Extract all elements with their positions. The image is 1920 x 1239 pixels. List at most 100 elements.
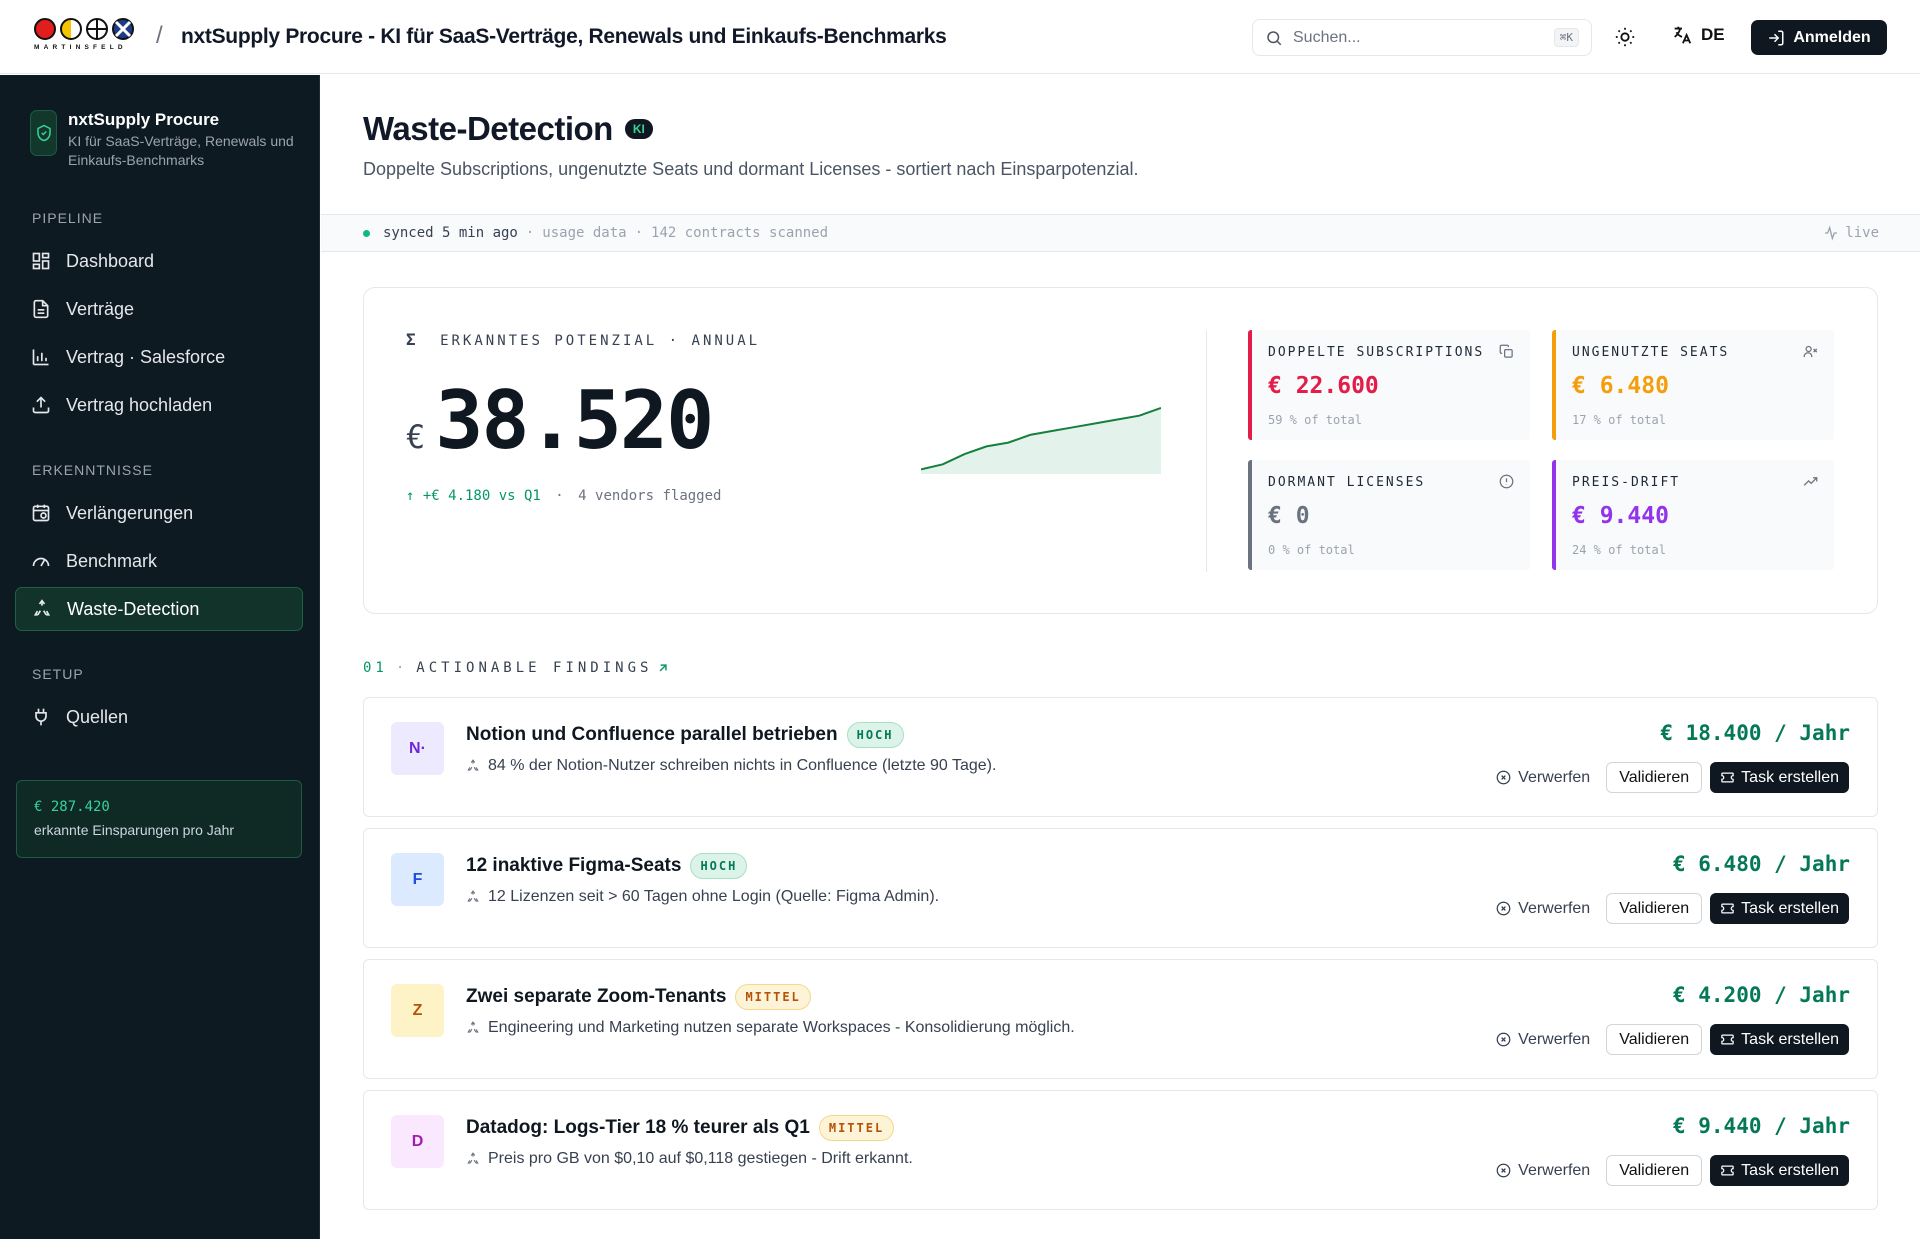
gauge-icon: [32, 557, 50, 567]
discard-button[interactable]: Verwerfen: [1496, 769, 1590, 787]
sync-status: synced 5 min ago: [383, 225, 518, 241]
logo-word: MARTINSFELD: [34, 44, 127, 51]
shield-icon: [30, 110, 57, 156]
discard-button[interactable]: Verwerfen: [1496, 1031, 1590, 1049]
finding-title: Zwei separate Zoom-Tenants: [466, 986, 727, 1007]
x-circle-icon: [1496, 1163, 1511, 1178]
finding-title: 12 inaktive Figma-Seats: [466, 855, 682, 876]
finding-description: Engineering und Marketing nutzen separat…: [488, 1019, 1075, 1036]
login-button[interactable]: Anmelden: [1751, 20, 1887, 55]
search-icon: [1267, 30, 1282, 45]
potential-value: € 38.520: [406, 374, 714, 467]
vendor-avatar: Z: [391, 984, 444, 1037]
theme-toggle-button[interactable]: [1614, 26, 1636, 53]
document-icon: [33, 299, 49, 319]
trend-up-icon: [1803, 477, 1818, 486]
ticket-icon: [1721, 1034, 1734, 1045]
sparkline-area: [921, 408, 1161, 474]
ticket-icon: [1721, 772, 1734, 783]
x-circle-icon: [1496, 1032, 1511, 1047]
sidebar-item-label: Waste-Detection: [67, 598, 200, 619]
sidebar-item-vertrag-salesforce[interactable]: Vertrag · Salesforce: [15, 335, 303, 379]
stat-doppelte-subscriptions: DOPPELTE SUBSCRIPTIONS € 22.600 59 % of …: [1248, 330, 1530, 440]
severity-badge: MITTEL: [735, 984, 811, 1010]
create-task-button[interactable]: Task erstellen: [1710, 1024, 1849, 1055]
ki-badge: KI: [624, 119, 653, 139]
sidebar-item-label: Vertrag hochladen: [66, 394, 213, 415]
sidebar-item-dashboard[interactable]: Dashboard: [15, 239, 303, 283]
finding-title: Notion und Confluence parallel betrieben: [466, 724, 838, 745]
dashboard-icon: [32, 252, 50, 270]
bar-chart-icon: [32, 349, 49, 366]
arrow-up-right-icon: [660, 664, 668, 672]
alert-circle-icon: [1499, 474, 1514, 489]
recycle-icon: [467, 890, 479, 902]
activity-icon: [1825, 225, 1838, 241]
brand-subtitle: KI für SaaS-Verträge, Renewals und Einka…: [68, 133, 294, 168]
finding-amount: € 9.440 / Jahr: [1672, 1114, 1850, 1138]
validate-button[interactable]: Validieren: [1606, 762, 1703, 793]
validate-button[interactable]: Validieren: [1606, 1024, 1703, 1055]
status-dot: [363, 229, 370, 237]
status-bar: synced 5 min ago · usage data · 142 cont…: [321, 214, 1920, 252]
user-x-icon: [1803, 345, 1818, 358]
sidebar-item-vertrag-hochladen[interactable]: Vertrag hochladen: [15, 383, 303, 427]
validate-button[interactable]: Validieren: [1606, 893, 1703, 924]
recycle-icon: [467, 759, 479, 771]
sidebar: nxtSupply Procure KI für SaaS-Verträge, …: [0, 75, 320, 1239]
sidebar-item-label: Verträge: [66, 298, 135, 319]
recycle-icon: [33, 599, 51, 616]
divider: [1206, 330, 1207, 572]
sun-icon: [1615, 27, 1635, 47]
language-label: DE: [1701, 25, 1725, 44]
stat-dormant-licenses: DORMANT LICENSES € 0 0 % of total: [1248, 460, 1530, 570]
app-title: nxtSupply Procure - KI für SaaS-Verträge…: [181, 25, 947, 48]
page-subtitle: Doppelte Subscriptions, ungenutzte Seats…: [363, 159, 1139, 179]
finding-description: 12 Lizenzen seit > 60 Tagen ohne Login (…: [488, 888, 940, 905]
x-circle-icon: [1496, 901, 1511, 916]
discard-button[interactable]: Verwerfen: [1496, 1162, 1590, 1180]
ticket-icon: [1721, 903, 1734, 914]
login-label: Anmelden: [1793, 28, 1871, 46]
trend-sparkline: [921, 407, 1161, 474]
create-task-button[interactable]: Task erstellen: [1710, 762, 1849, 793]
vendor-avatar: N·: [391, 722, 444, 775]
sidebar-item-waste-detection[interactable]: Waste-Detection: [15, 587, 303, 631]
stat-ungenutzte-seats: UNGENUTZTE SEATS € 6.480 17 % of total: [1552, 330, 1834, 440]
finding-card: F 12 inaktive Figma-Seats HOCH 12 Lizenz…: [363, 828, 1878, 948]
breadcrumb-separator: /: [156, 22, 163, 49]
main-content: Waste-Detection KI Doppelte Subscription…: [321, 75, 1920, 1239]
page-title: Waste-Detection: [363, 110, 613, 147]
plug-icon: [35, 708, 47, 726]
create-task-button[interactable]: Task erstellen: [1710, 1155, 1849, 1186]
search-input[interactable]: Suchen... ⌘K: [1252, 19, 1592, 56]
section-pipeline: PIPELINE: [32, 210, 104, 226]
finding-amount: € 18.400 / Jahr: [1660, 721, 1850, 745]
top-bar: MARTINSFELD / nxtSupply Procure - KI für…: [0, 0, 1920, 74]
live-indicator: live: [1823, 225, 1879, 241]
validate-button[interactable]: Validieren: [1606, 1155, 1703, 1186]
sidebar-item-label: Dashboard: [66, 250, 155, 271]
section-setup: SETUP: [32, 666, 84, 682]
finding-actions: Verwerfen Validieren Task erstellen: [1496, 893, 1849, 924]
sidebar-item-verlaengerungen[interactable]: Verlängerungen: [15, 491, 303, 535]
sidebar-item-benchmark[interactable]: Benchmark: [15, 539, 303, 583]
finding-card: Z Zwei separate Zoom-Tenants MITTEL Engi…: [363, 959, 1878, 1079]
language-switcher[interactable]: DE: [1671, 24, 1725, 46]
sparkline-line: [921, 407, 1161, 471]
search-shortcut: ⌘K: [1553, 28, 1579, 47]
create-task-button[interactable]: Task erstellen: [1710, 893, 1849, 924]
finding-amount: € 4.200 / Jahr: [1672, 983, 1850, 1007]
sidebar-item-vertraege[interactable]: Verträge: [15, 287, 303, 331]
sidebar-item-quellen[interactable]: Quellen: [15, 695, 303, 739]
sidebar-brand[interactable]: nxtSupply Procure KI für SaaS-Verträge, …: [30, 110, 298, 170]
finding-actions: Verwerfen Validieren Task erstellen: [1496, 1155, 1849, 1186]
logo[interactable]: MARTINSFELD: [34, 18, 138, 58]
discard-button[interactable]: Verwerfen: [1496, 900, 1590, 918]
data-source: usage data: [542, 225, 627, 241]
finding-title: Datadog: Logs-Tier 18 % teurer als Q1: [466, 1117, 810, 1138]
search-placeholder: Suchen...: [1293, 28, 1361, 46]
finding-actions: Verwerfen Validieren Task erstellen: [1496, 1024, 1849, 1055]
sidebar-item-label: Quellen: [66, 706, 129, 727]
savings-card: € 287.420 erkannte Einsparungen pro Jahr: [16, 780, 302, 858]
